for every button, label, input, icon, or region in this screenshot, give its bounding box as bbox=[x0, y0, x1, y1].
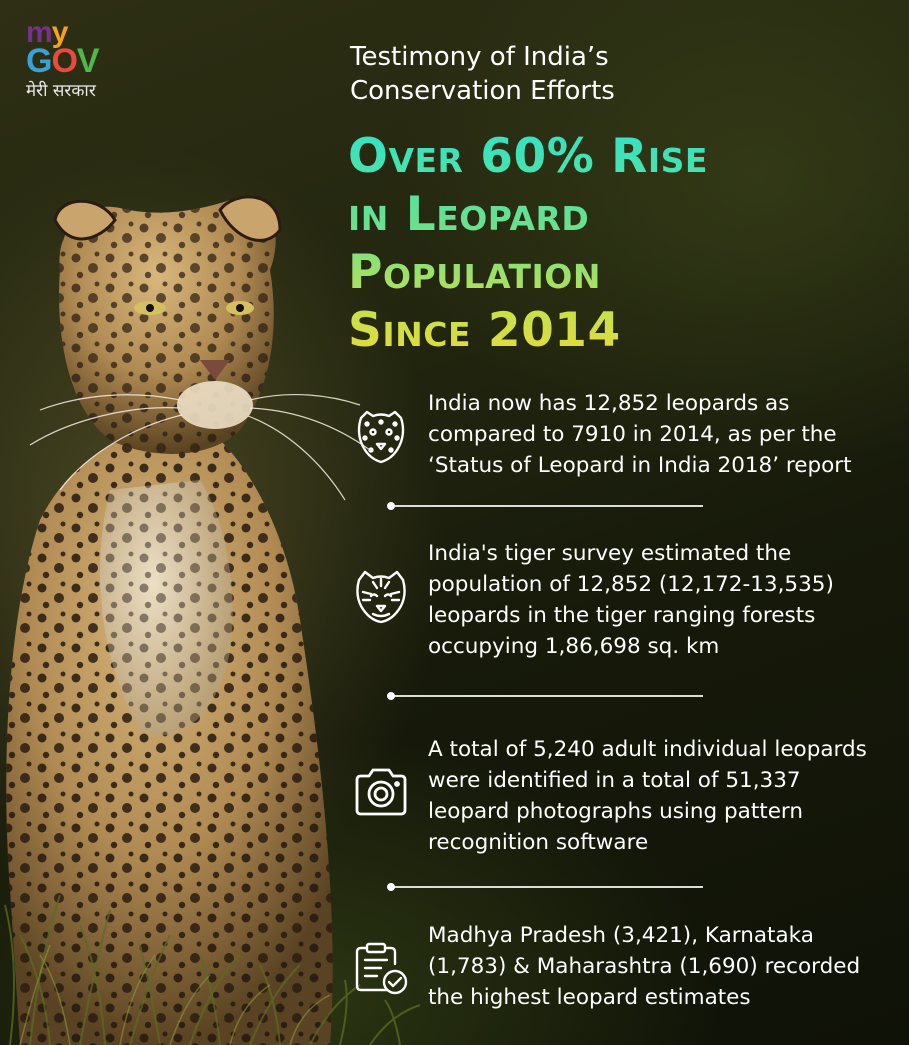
mygov-logo: my GOV मेरी सरकार bbox=[26, 16, 136, 102]
fact-text: A total of 5,240 adult individual leopar… bbox=[428, 737, 867, 855]
clipboard-check-icon bbox=[355, 942, 408, 995]
logo-my: my bbox=[26, 16, 68, 49]
headline-line-4: Since 2014 bbox=[348, 303, 621, 358]
tiger-face-icon bbox=[356, 570, 406, 624]
headline-line-3: Population bbox=[348, 245, 601, 300]
headline-line-2: in Leopard bbox=[348, 187, 590, 242]
leopard-photo bbox=[6, 195, 371, 1045]
headline: Over 60% Rise in Leopard Population Sinc… bbox=[348, 128, 888, 360]
fact-item: A total of 5,240 adult individual leopar… bbox=[345, 734, 890, 855]
fact-item: India now has 12,852 leopards as compare… bbox=[345, 388, 890, 488]
headline-line-1: Over 60% Rise bbox=[348, 129, 708, 184]
divider bbox=[387, 883, 703, 891]
fact-text: Madhya Pradesh (3,421), Karnataka (1,783… bbox=[428, 923, 861, 1010]
subtitle: Testimony of India’s Conservation Efforts bbox=[350, 42, 615, 106]
fact-text: India's tiger survey estimated the popul… bbox=[428, 541, 834, 659]
logo-tagline: मेरी सरकार bbox=[26, 81, 96, 101]
fact-item: India's tiger survey estimated the popul… bbox=[345, 538, 890, 659]
camera-icon bbox=[355, 768, 407, 816]
logo-gov: GOV bbox=[26, 42, 100, 80]
fact-item: Madhya Pradesh (3,421), Karnataka (1,783… bbox=[345, 920, 890, 1020]
fact-text: India now has 12,852 leopards as compare… bbox=[428, 391, 852, 478]
divider bbox=[387, 692, 703, 700]
leopard-face-icon bbox=[357, 410, 405, 464]
divider bbox=[387, 502, 703, 510]
grass-foreground bbox=[4, 894, 421, 1045]
